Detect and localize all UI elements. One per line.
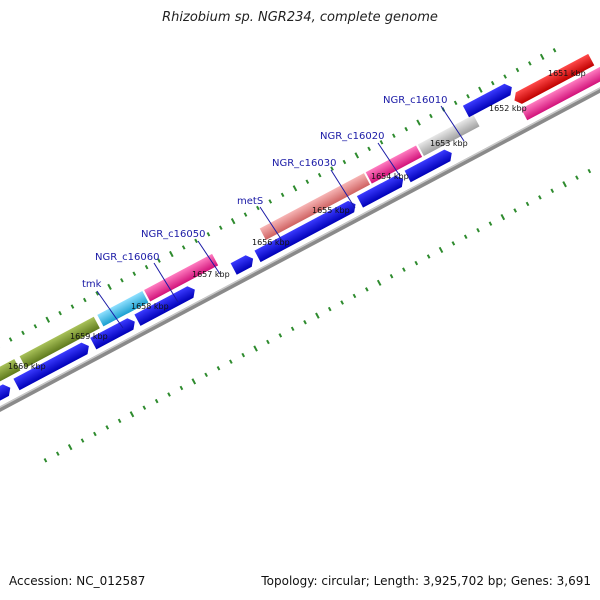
- kbp-label-1653: 1653 kbp: [430, 139, 468, 148]
- kbp-label-1651: 1651 kbp: [548, 69, 586, 78]
- gene-rev-3: [90, 318, 135, 350]
- kbp-label-1659: 1659 kbp: [70, 332, 108, 341]
- gene-label-leaders: [96, 105, 465, 329]
- kbp-label-1655: 1655 kbp: [312, 206, 350, 215]
- gene-tmk: [97, 290, 149, 327]
- gene-rev-4: [134, 286, 195, 326]
- gene-label-mets: metS: [237, 196, 263, 207]
- gene-label-ngr-c16010: NGR_c16010: [383, 95, 448, 106]
- gene-ngr-c16010: [417, 114, 480, 156]
- gene-olive-right: [19, 316, 100, 368]
- kbp-label-1658: 1658 kbp: [131, 302, 169, 311]
- kbp-label-1657: 1657 kbp: [192, 270, 230, 279]
- gene-rev-6: [254, 200, 356, 263]
- genome-backbone: [0, 70, 600, 442]
- gene-rev-7: [356, 175, 404, 208]
- inner-tick-row: [43, 168, 592, 463]
- gene-label-tmk: tmk: [82, 279, 102, 290]
- gene-red-right: [514, 53, 595, 104]
- gene-labels: NGR_c16010 NGR_c16020 NGR_c16030 metS NG…: [82, 95, 448, 290]
- gene-mets: [259, 173, 371, 241]
- kbp-label-1652: 1652 kbp: [489, 104, 527, 113]
- kbp-labels: 1651 kbp 1652 kbp 1653 kbp 1654 kbp 1655…: [8, 69, 586, 371]
- forward-strand-genes: [0, 53, 595, 390]
- gene-rev-8: [404, 149, 452, 183]
- reverse-strand-genes: [0, 83, 512, 424]
- genome-summary-text: Topology: circular; Length: 3,925,702 bp…: [261, 574, 591, 588]
- kbp-label-1660: 1660 kbp: [8, 362, 46, 371]
- gene-olive-left: [0, 359, 21, 390]
- gene-label-ngr-c16020: NGR_c16020: [320, 131, 385, 142]
- kbp-label-1654: 1654 kbp: [371, 172, 409, 181]
- map-title: Rhizobium sp. NGR234, complete genome: [162, 10, 438, 25]
- gene-magenta-right: [521, 66, 600, 121]
- gene-label-ngr-c16060: NGR_c16060: [95, 252, 160, 263]
- outer-tick-row: [0, 48, 557, 349]
- gene-rev-5: [230, 255, 254, 275]
- gene-label-ngr-c16030: NGR_c16030: [272, 158, 337, 169]
- gene-rev-2: [13, 342, 89, 391]
- gene-rev-9: [462, 83, 512, 118]
- gene-ngr-c16020: [365, 145, 423, 184]
- track-frame: [0, 48, 600, 463]
- accession-text: Accession: NC_012587: [9, 574, 146, 588]
- gene-ngr-c16060: [144, 253, 219, 302]
- gene-label-ngr-c16050: NGR_c16050: [141, 229, 206, 240]
- kbp-label-1656: 1656 kbp: [252, 238, 290, 247]
